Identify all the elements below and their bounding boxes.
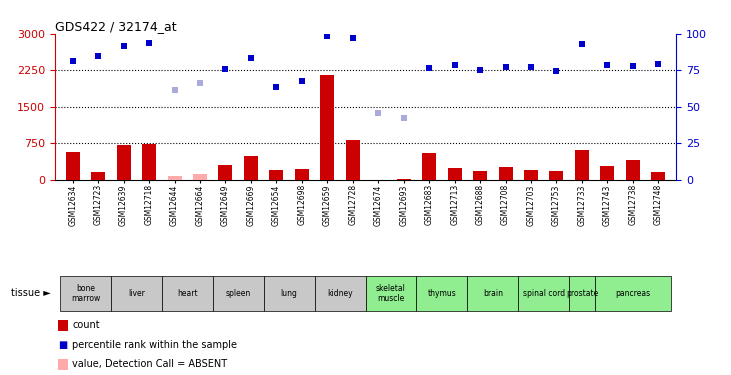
Text: kidney: kidney bbox=[327, 289, 353, 298]
FancyBboxPatch shape bbox=[467, 276, 518, 310]
Bar bbox=[346, 140, 360, 180]
Bar bbox=[269, 170, 284, 180]
Bar bbox=[295, 169, 308, 180]
Text: heart: heart bbox=[177, 289, 197, 298]
Text: thymus: thymus bbox=[428, 289, 456, 298]
Text: spleen: spleen bbox=[226, 289, 251, 298]
FancyBboxPatch shape bbox=[111, 276, 162, 310]
Text: brain: brain bbox=[483, 289, 503, 298]
Text: percentile rank within the sample: percentile rank within the sample bbox=[72, 340, 238, 350]
Bar bbox=[116, 146, 131, 180]
Bar bbox=[626, 159, 640, 180]
FancyBboxPatch shape bbox=[518, 276, 569, 310]
Bar bbox=[473, 171, 487, 180]
Bar bbox=[600, 166, 615, 180]
Bar bbox=[550, 171, 564, 180]
FancyBboxPatch shape bbox=[569, 276, 595, 310]
Text: pancreas: pancreas bbox=[616, 289, 651, 298]
Bar bbox=[244, 156, 258, 180]
Text: value, Detection Call = ABSENT: value, Detection Call = ABSENT bbox=[72, 359, 227, 369]
Bar bbox=[423, 153, 436, 180]
Text: lung: lung bbox=[281, 289, 298, 298]
Text: GDS422 / 32174_at: GDS422 / 32174_at bbox=[55, 20, 176, 33]
Bar bbox=[397, 179, 411, 180]
Bar bbox=[320, 75, 334, 180]
Bar bbox=[447, 168, 462, 180]
FancyBboxPatch shape bbox=[366, 276, 417, 310]
FancyBboxPatch shape bbox=[264, 276, 314, 310]
Bar bbox=[193, 174, 207, 180]
Text: spinal cord: spinal cord bbox=[523, 289, 565, 298]
Bar bbox=[651, 172, 665, 180]
Bar bbox=[219, 165, 232, 180]
Text: count: count bbox=[72, 320, 100, 330]
Bar bbox=[91, 172, 105, 180]
Text: liver: liver bbox=[128, 289, 145, 298]
FancyBboxPatch shape bbox=[314, 276, 366, 310]
Text: bone
marrow: bone marrow bbox=[71, 284, 100, 303]
Text: skeletal
muscle: skeletal muscle bbox=[376, 284, 406, 303]
Bar bbox=[167, 176, 181, 180]
Bar bbox=[66, 152, 80, 180]
Bar bbox=[499, 167, 512, 180]
Bar bbox=[142, 144, 156, 180]
Bar bbox=[524, 170, 538, 180]
Text: prostate: prostate bbox=[566, 289, 598, 298]
FancyBboxPatch shape bbox=[417, 276, 467, 310]
FancyBboxPatch shape bbox=[595, 276, 671, 310]
FancyBboxPatch shape bbox=[60, 276, 111, 310]
Text: tissue ►: tissue ► bbox=[12, 288, 51, 298]
Text: ■: ■ bbox=[58, 340, 68, 350]
FancyBboxPatch shape bbox=[213, 276, 264, 310]
FancyBboxPatch shape bbox=[162, 276, 213, 310]
Bar bbox=[575, 150, 589, 180]
